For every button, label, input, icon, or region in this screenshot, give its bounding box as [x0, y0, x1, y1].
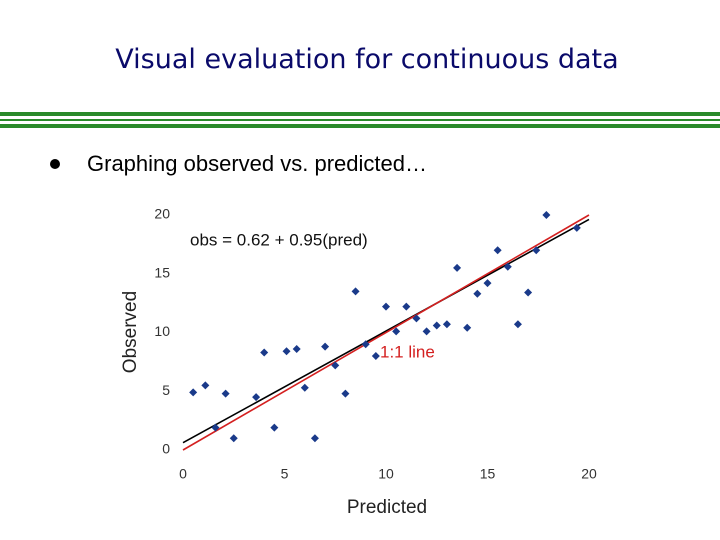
- point: [282, 347, 291, 356]
- point: [252, 393, 261, 402]
- rule: [0, 119, 720, 121]
- point: [260, 348, 269, 357]
- y-tick-label: 15: [154, 264, 170, 280]
- point: [442, 320, 451, 329]
- point: [463, 323, 472, 332]
- point: [221, 389, 230, 398]
- point: [392, 327, 401, 336]
- point: [453, 263, 462, 272]
- bullet-text: Graphing observed vs. predicted…: [87, 151, 427, 176]
- y-tick-label: 5: [162, 382, 170, 398]
- reference-line: [182, 214, 590, 451]
- point: [542, 211, 551, 219]
- x-tick-label: 5: [281, 466, 289, 482]
- point: [503, 262, 512, 271]
- point: [351, 287, 360, 296]
- point: [432, 321, 441, 330]
- annotation: 1:1 line: [380, 342, 435, 361]
- point: [473, 289, 482, 298]
- point: [201, 381, 210, 390]
- point: [402, 302, 411, 311]
- point: [270, 423, 279, 432]
- x-tick-label: 10: [378, 466, 394, 482]
- reference-line: [182, 218, 590, 444]
- point: [310, 434, 319, 443]
- point: [422, 327, 431, 336]
- point: [382, 302, 390, 311]
- point: [493, 246, 502, 255]
- y-tick-label: 20: [154, 206, 170, 222]
- y-tick-label: 10: [154, 323, 170, 339]
- point: [361, 340, 370, 349]
- point: [371, 352, 380, 360]
- y-axis-label: Observed: [120, 291, 141, 373]
- point: [229, 434, 238, 443]
- point: [412, 314, 421, 323]
- point: [513, 320, 522, 329]
- annotation: obs = 0.62 + 0.95(pred): [190, 230, 368, 249]
- point: [341, 389, 350, 398]
- point: [300, 383, 309, 392]
- x-tick-label: 15: [480, 466, 496, 482]
- point: [292, 344, 301, 353]
- point: [321, 342, 330, 351]
- slide-title: Visual evaluation for continuous data: [115, 44, 619, 75]
- point: [331, 361, 340, 370]
- x-tick-label: 0: [179, 466, 187, 482]
- rule: [0, 124, 720, 128]
- point: [572, 223, 581, 232]
- point: [189, 388, 198, 397]
- point: [483, 279, 492, 288]
- bullet-dot: [50, 159, 60, 169]
- y-tick-label: 0: [162, 441, 170, 457]
- x-tick-label: 20: [581, 466, 597, 482]
- point: [524, 288, 533, 297]
- rule: [0, 112, 720, 116]
- point: [532, 246, 541, 255]
- point: [211, 423, 220, 432]
- x-axis-label: Predicted: [347, 497, 427, 518]
